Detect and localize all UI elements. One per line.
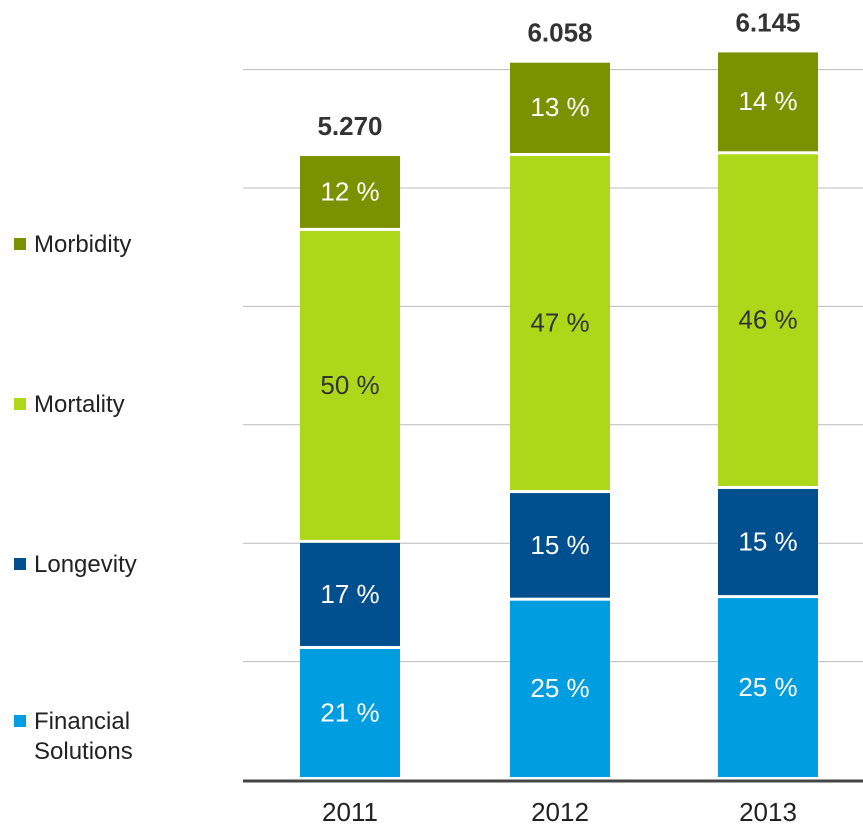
total-label: 6.145 — [735, 7, 800, 37]
total-label: 5.270 — [317, 111, 382, 141]
legend-item: Longevity — [14, 550, 164, 580]
legend-item: Morbidity — [14, 230, 164, 260]
legend-swatch — [14, 238, 26, 250]
segment-label: 15 % — [738, 526, 797, 556]
x-tick-label: 2013 — [739, 797, 797, 827]
bar-segment — [510, 600, 610, 777]
bar-segment — [718, 52, 818, 152]
segment-label: 47 % — [530, 307, 589, 337]
segment-label: 25 % — [738, 672, 797, 702]
bar-segment — [718, 154, 818, 486]
legend-label: Longevity — [34, 551, 137, 578]
bar-segment — [510, 155, 610, 491]
segment-label: 13 % — [530, 92, 589, 122]
bar-segment — [300, 156, 400, 228]
bar-segment — [510, 62, 610, 153]
segment-label: 17 % — [320, 579, 379, 609]
bar-segment — [300, 542, 400, 646]
bar-segment — [300, 230, 400, 540]
segment-label: 46 % — [738, 305, 797, 335]
segment-label: 15 % — [530, 530, 589, 560]
segment-label: 14 % — [738, 86, 797, 116]
legend-item: Financial Solutions — [14, 707, 164, 767]
segment-label: 12 % — [320, 176, 379, 206]
bar-segment — [510, 493, 610, 598]
segment-label: 25 % — [530, 673, 589, 703]
bar-segment — [300, 648, 400, 777]
x-tick-label: 2011 — [322, 797, 378, 827]
legend-swatch — [14, 398, 26, 410]
total-label: 6.058 — [527, 18, 592, 48]
legend-label: Morbidity — [34, 231, 132, 258]
segment-label: 21 % — [320, 697, 379, 727]
x-tick-label: 2012 — [531, 797, 589, 827]
legend-label: Mortality — [34, 391, 125, 418]
legend-swatch — [14, 715, 26, 727]
legend-label: Financial Solutions — [34, 708, 133, 765]
bar-segment — [718, 598, 818, 777]
legend-item: Mortality — [14, 390, 164, 420]
segment-label: 50 % — [320, 370, 379, 400]
legend-swatch — [14, 558, 26, 570]
bar-segment — [718, 488, 818, 596]
